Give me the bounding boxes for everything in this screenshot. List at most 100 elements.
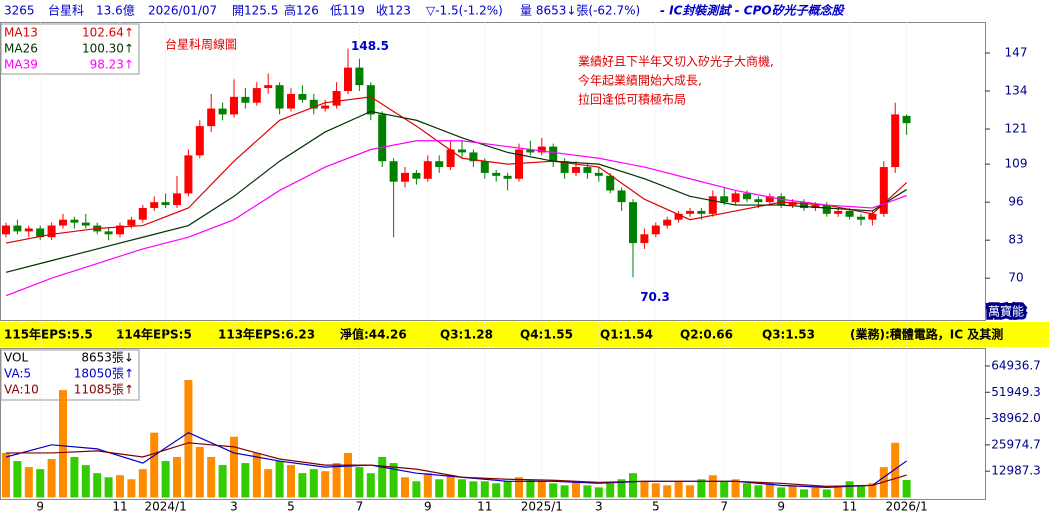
candle-body: [891, 114, 900, 168]
volume-bar: [264, 469, 273, 498]
candle-body: [423, 161, 432, 179]
candle-body: [241, 96, 250, 103]
volume-bar: [184, 380, 193, 498]
candle-body: [344, 67, 352, 92]
candle-body: [161, 202, 170, 206]
volume-bar: [275, 461, 284, 498]
volume-bar: [36, 469, 45, 498]
header-field: 低119: [330, 4, 365, 18]
candle-body: [412, 172, 421, 179]
volume-bar: [344, 452, 352, 498]
candle-body: [401, 172, 409, 182]
legend-name: VA:5: [4, 367, 31, 381]
volume-bar: [765, 483, 774, 498]
eps-field: 115年EPS:5.5: [4, 327, 93, 342]
volume-bar: [834, 487, 843, 498]
volume-bar: [2, 452, 10, 498]
eps-field: Q2:0.66: [680, 328, 733, 342]
volume-bar: [218, 465, 227, 498]
x-tick-label: 2025/1: [521, 500, 563, 513]
candle-body: [366, 85, 375, 115]
candle-body: [526, 149, 535, 153]
candle-body: [355, 67, 364, 86]
volume-bar: [423, 473, 432, 498]
candle-body: [81, 222, 90, 226]
header-field: 13.6億: [96, 4, 135, 18]
candle-body: [754, 199, 763, 203]
candle-body: [24, 228, 33, 232]
candle-body: [378, 114, 387, 162]
candle-body: [572, 167, 580, 173]
candle-body: [663, 219, 672, 226]
eps-field: 114年EPS:5: [116, 327, 192, 342]
legend-value: 100.30↑: [82, 42, 134, 56]
candle-body: [902, 115, 911, 124]
candle-body: [458, 149, 466, 153]
volume-bar: [366, 473, 375, 498]
volume-bar: [321, 471, 330, 498]
header-field: 2026/01/07: [148, 4, 217, 18]
candle-body: [309, 99, 318, 109]
volume-bar: [651, 483, 660, 498]
candle-body: [503, 175, 512, 179]
legend-value: 11085張↑: [74, 383, 134, 397]
annotation: 業績好且下半年又切入矽光子大商機,: [578, 54, 774, 69]
candle-body: [446, 149, 455, 168]
volume-bar: [503, 481, 512, 498]
candle-body: [640, 234, 649, 244]
candle-body: [720, 196, 729, 203]
y-tick-label: 134: [1005, 84, 1028, 98]
volume-bar: [207, 456, 216, 498]
volume-bar: [857, 485, 865, 498]
volume-bar: [401, 477, 409, 498]
line: [6, 442, 907, 487]
candle-body: [480, 161, 489, 173]
x-tick-label: 2024/1: [144, 500, 186, 513]
candle-body: [218, 108, 227, 115]
volume-bar: [298, 473, 307, 498]
volume-bar: [458, 479, 466, 498]
candle-body: [845, 210, 854, 217]
candle-body: [560, 161, 569, 173]
volume-bar: [777, 487, 786, 498]
volume-bar: [572, 481, 580, 498]
volume-bar: [161, 461, 170, 498]
volume-bar: [230, 436, 238, 498]
volume-bar: [731, 479, 740, 498]
y-tick-label: 70: [1008, 271, 1023, 285]
header-field: 3265: [4, 4, 35, 18]
legend-value: 18050張↑: [74, 367, 134, 381]
volume-bar: [891, 442, 900, 498]
volume-bar: [902, 479, 911, 498]
candle-body: [674, 213, 683, 220]
volume-bar: [241, 463, 250, 498]
legend-name: MA13: [4, 26, 38, 40]
candle-body: [2, 225, 10, 235]
volume-bar: [127, 479, 136, 498]
header-field: 量 8653↓張(-62.7%): [520, 4, 640, 18]
volume-bar: [59, 390, 67, 498]
candle-body: [36, 228, 45, 238]
y-tick-label: 64936.7: [991, 358, 1041, 372]
header-field: - IC封裝測試 - CPO矽光子概念股: [660, 4, 846, 18]
x-tick-label: 7: [720, 500, 728, 513]
price-frame: [0, 22, 986, 321]
eps-field: (業務):積體電路，IC 及其測: [850, 327, 1003, 342]
volume-bar: [70, 456, 79, 498]
eps-field: 淨值:44.26: [339, 327, 407, 342]
candle-body: [788, 202, 797, 206]
volume-bar: [93, 473, 102, 498]
volume-bar: [663, 485, 672, 498]
candle-body: [857, 216, 865, 220]
volume-bar: [309, 469, 318, 498]
volume-bar: [754, 485, 763, 498]
candle-body: [150, 202, 159, 208]
volume-bar: [583, 485, 592, 498]
vol-legend-box: [0, 349, 140, 401]
candle-body: [287, 93, 295, 109]
candle-body: [879, 167, 888, 214]
eps-field: Q1:1.54: [600, 328, 653, 342]
header-field: 台星科: [48, 3, 84, 18]
eps-field: 113年EPS:6.23: [218, 327, 315, 342]
